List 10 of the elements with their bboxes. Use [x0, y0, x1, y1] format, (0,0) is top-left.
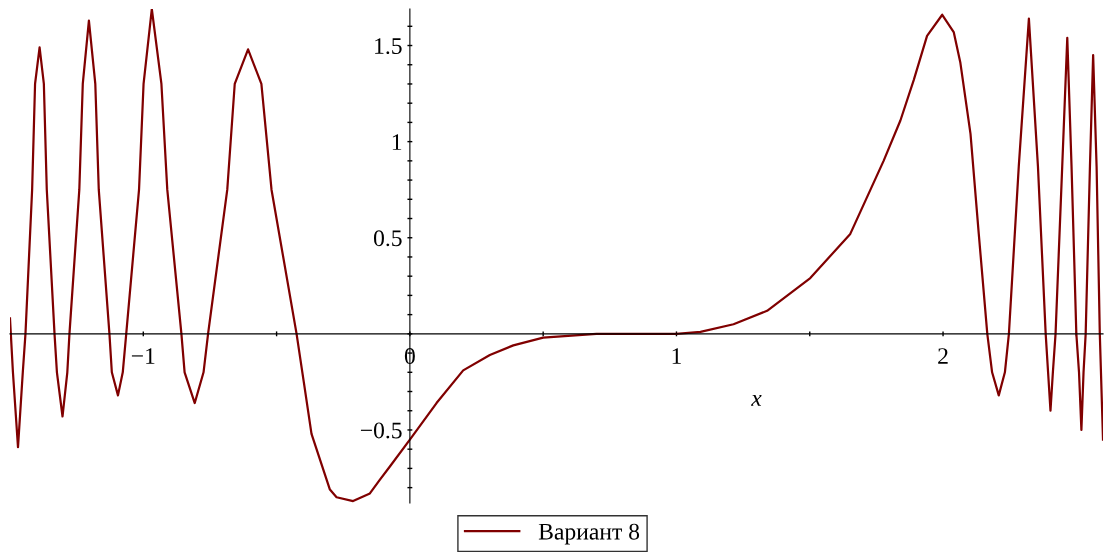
x-tick-label: 2 [938, 348, 948, 364]
y-tick-label: −0.5 [360, 422, 402, 439]
x-axis-title: x [750, 394, 762, 406]
legend-label: Вариант 8 [538, 523, 640, 545]
line-series [10, 9, 1103, 503]
x-tick-label: −1 [131, 348, 155, 364]
y-tick-label: 1 [392, 134, 402, 150]
y-tick-label: 0.5 [373, 230, 402, 247]
x-tick-label: 1 [672, 348, 681, 364]
y-tick-label: 1.5 [375, 38, 402, 55]
